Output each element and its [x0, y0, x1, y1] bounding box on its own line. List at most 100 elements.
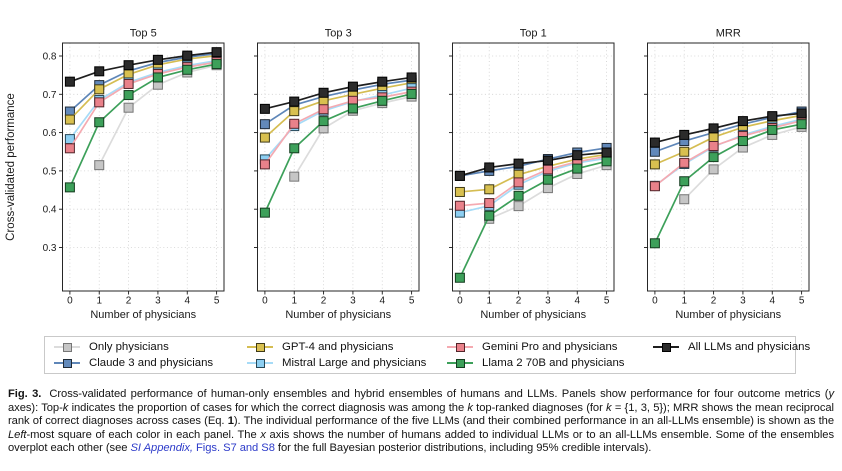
figs-s7-s8-link[interactable]: Figs. S7 and S8	[196, 442, 275, 454]
legend-square-swatch	[661, 342, 671, 352]
data-point-llama	[182, 64, 193, 75]
data-point-claude	[649, 146, 660, 157]
legend: Only physicians Claude 3 and physicians GP…	[44, 336, 810, 374]
data-point-all	[94, 66, 105, 77]
data-point-llama	[542, 174, 553, 185]
legend-square-swatch	[255, 358, 265, 368]
y-axis-tick-label: 0.4	[43, 205, 57, 216]
x-axis-tick-label: 4	[574, 296, 580, 307]
caption-text: indicates the proportion of cases for wh…	[68, 401, 468, 414]
data-point-all	[679, 129, 690, 140]
caption-text: Left	[8, 428, 27, 441]
legend-item-gpt4: GPT-4 and physicians	[247, 341, 447, 353]
y-axis-tick-label: 0.3	[43, 243, 57, 254]
data-point-all	[454, 170, 465, 181]
x-axis-label: Number of physicians	[90, 309, 196, 321]
data-point-gemini	[123, 78, 134, 89]
x-axis-tick-label: 0	[262, 296, 268, 307]
data-point-llama	[289, 143, 300, 154]
legend-marker-claude	[54, 358, 80, 368]
data-point-llama	[64, 182, 75, 193]
data-point-only	[513, 201, 524, 212]
x-axis-tick-label: 3	[350, 296, 356, 307]
x-axis-tick-label: 2	[126, 296, 132, 307]
data-point-gemini	[649, 181, 660, 192]
charts-figure: Cross-validated performance0.30.40.50.60…	[5, 28, 810, 321]
y-axis-tick-label: 0.8	[43, 52, 57, 63]
legend-marker-all	[653, 342, 679, 352]
x-axis-tick-label: 3	[545, 296, 551, 307]
data-point-all	[542, 155, 553, 166]
panel-title: Top 1	[520, 28, 547, 40]
caption-text: x	[260, 428, 266, 441]
caption-text: k	[467, 401, 473, 414]
legend-square-swatch	[255, 342, 265, 352]
panel-border	[647, 42, 810, 292]
data-point-llama	[211, 59, 222, 70]
data-point-llama	[377, 95, 388, 106]
data-point-gemini	[708, 141, 719, 152]
data-point-gemini	[679, 157, 690, 168]
legend-item-gemini: Gemini Pro and physicians	[447, 341, 653, 353]
data-point-all	[572, 150, 583, 161]
data-point-only	[289, 171, 300, 182]
y-axis-tick-label: 0.6	[43, 128, 57, 139]
panel-border	[257, 42, 420, 292]
panel-title: Top 3	[325, 28, 352, 40]
x-axis-tick-label: 0	[652, 296, 658, 307]
x-axis-tick-label: 1	[96, 296, 102, 307]
x-axis-tick-label: 5	[409, 296, 415, 307]
legend-label-only: Only physicians	[89, 341, 169, 353]
caption-text: y	[828, 388, 835, 400]
si-appendix-link[interactable]: SI Appendix,	[130, 442, 193, 454]
data-point-only	[708, 164, 719, 175]
data-point-llama	[737, 136, 748, 147]
legend-marker-only	[54, 342, 80, 352]
data-point-llama	[484, 210, 495, 221]
data-point-all	[513, 158, 524, 169]
caption-text: ). The individual performance of the fiv…	[233, 415, 834, 427]
data-point-gemini	[259, 159, 270, 170]
series-line-llama	[264, 93, 412, 213]
legend-marker-gemini	[447, 342, 473, 352]
data-point-llama	[767, 124, 778, 135]
x-axis-tick-label: 1	[681, 296, 687, 307]
data-point-llama	[601, 156, 612, 167]
data-point-gpt4	[289, 106, 300, 117]
x-axis-tick-label: 0	[67, 296, 73, 307]
data-point-only	[94, 160, 105, 171]
x-axis-tick-label: 3	[740, 296, 746, 307]
data-point-llama	[454, 272, 465, 283]
data-point-llama	[796, 119, 807, 130]
data-point-gemini	[64, 143, 75, 154]
panel-border	[62, 42, 225, 292]
legend-label-gemini: Gemini Pro and physicians	[482, 341, 618, 353]
data-point-all	[211, 47, 222, 58]
x-axis-tick-label: 5	[214, 296, 220, 307]
caption-text: Cross-validated performance of human-onl…	[49, 388, 829, 400]
legend-label-gpt4: GPT-4 and physicians	[282, 341, 394, 353]
data-point-llama	[94, 117, 105, 128]
panel-top5: 0.3 0.4 0.5 0.6 0.7 0.8 0 1 2 3 4 5 Top 5 Number of p…	[43, 28, 225, 321]
panel-title: Top 5	[130, 28, 157, 40]
legend-square-swatch	[62, 342, 72, 352]
data-point-gemini	[94, 97, 105, 108]
data-point-llama	[572, 163, 583, 174]
caption-text: 1	[227, 415, 234, 427]
caption-text: -most square of each color in each panel…	[26, 428, 261, 441]
x-axis-tick-label: 3	[155, 296, 161, 307]
data-point-all	[318, 87, 329, 98]
x-axis-tick-label: 4	[184, 296, 190, 307]
caption-text: axis shows the number of humans added to…	[8, 428, 834, 455]
data-point-all	[377, 76, 388, 87]
x-axis-label: Number of physicians	[480, 309, 586, 321]
legend-marker-gpt4	[247, 342, 273, 352]
panel-top3: 0 1 2 3 4 5 Top 3 Number of physicians	[254, 28, 420, 321]
y-axis-tick-label: 0.7	[43, 90, 57, 101]
x-axis-tick-label: 1	[486, 296, 492, 307]
legend-item-llama: Llama 2 70B and physicians	[447, 357, 653, 369]
data-point-only	[679, 194, 690, 205]
figure-caption: Fig. 3. Cross-validated performance of hu…	[8, 388, 834, 456]
caption-text: axes): Top-	[8, 401, 63, 414]
